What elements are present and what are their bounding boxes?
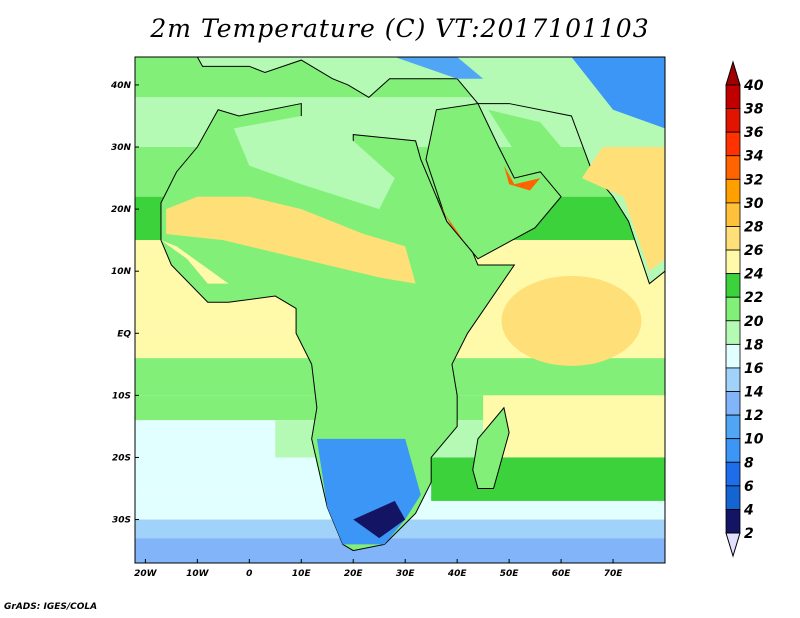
x-tick-label: 60E	[552, 569, 572, 579]
colorbar-swatch	[725, 155, 741, 180]
colorbar-label: 40	[743, 78, 764, 94]
y-tick-label: 10N	[111, 267, 132, 277]
y-tick-label: 10S	[112, 391, 131, 401]
colorbar-swatch	[725, 249, 741, 275]
colorbar-label: 16	[744, 361, 764, 377]
y-tick-label: EQ	[117, 329, 131, 339]
caucasus-cold	[394, 57, 484, 79]
colorbar-label: 36	[744, 125, 764, 141]
colorbar-label: 2	[744, 526, 754, 542]
colorbar-label: 26	[744, 243, 764, 259]
y-tick-label: 20S	[112, 453, 131, 463]
colorbar-swatch	[725, 485, 741, 510]
ocean-band	[483, 395, 665, 458]
colorbar-label: 22	[744, 290, 763, 306]
colorbar-label: 38	[744, 102, 764, 118]
y-tick-label: 40N	[110, 81, 132, 91]
himalaya-cold	[571, 57, 665, 129]
colorbar-label: 20	[744, 314, 764, 330]
colorbar-swatch	[725, 343, 741, 369]
x-axis-ticks: 20W 10W 0 10E 20E 30E 40E 50E 60E 70E	[134, 559, 623, 579]
y-tick-label: 20N	[111, 205, 132, 215]
colorbar-swatch	[725, 131, 741, 157]
colorbar-swatch	[725, 273, 741, 298]
x-tick-label: 0	[246, 569, 252, 579]
colorbar-swatch	[725, 438, 741, 463]
x-tick-label: 50E	[500, 569, 520, 579]
highveld-cold	[353, 500, 406, 539]
colorbar-label: 30	[744, 196, 764, 212]
colorbar-swatch	[725, 391, 741, 416]
y-tick-label: 30S	[112, 516, 131, 526]
colorbar-label: 28	[744, 219, 764, 235]
land-field	[160, 57, 665, 552]
sahel-warm	[166, 196, 416, 284]
colorbar: 40 38 36 34 32 30 28 26 24 22 20 18 16 14 12 10 8 6 4 2	[725, 60, 764, 558]
colorbar-label: 14	[744, 385, 763, 401]
x-tick-label: 40E	[447, 569, 468, 579]
colorbar-label: 6	[744, 479, 754, 495]
iran-plateau	[488, 109, 562, 160]
colorbar-swatch	[725, 84, 741, 109]
colorbar-label: 24	[744, 267, 763, 283]
warm-pool	[501, 275, 642, 366]
india-warm	[581, 147, 665, 272]
colorbar-swatch	[725, 226, 741, 251]
colorbar-label: 4	[743, 502, 754, 518]
colorbar-above-arrow	[725, 60, 741, 86]
map-field	[135, 57, 665, 563]
colorbar-swatch	[725, 320, 741, 345]
ocean-band	[135, 420, 276, 483]
colorbar-label: 10	[744, 432, 764, 448]
west-coast-warm	[160, 240, 229, 284]
colorbar-swatch	[725, 461, 741, 487]
colorbar-swatch	[725, 202, 741, 227]
colorbar-swatch	[725, 178, 741, 204]
y-axis-ticks: 40N 30N 20N 10N EQ 10S 20S 30S	[110, 81, 139, 526]
colorbar-swatch	[725, 296, 741, 322]
x-tick-label: 10W	[186, 569, 210, 579]
x-tick-label: 30E	[396, 569, 416, 579]
colorbar-label: 32	[744, 172, 763, 188]
colorbar-label: 18	[744, 337, 764, 353]
colorbar-below-arrow	[725, 532, 741, 558]
x-tick-label: 20E	[344, 569, 364, 579]
colorbar-swatch	[725, 414, 741, 440]
colorbar-label: 34	[744, 149, 763, 165]
x-tick-label: 70E	[604, 569, 624, 579]
map-frame	[134, 56, 666, 564]
sahara-north	[233, 115, 395, 210]
colorbar-swatch	[725, 509, 741, 534]
x-tick-label: 20W	[134, 569, 158, 579]
ocean-band	[135, 538, 665, 563]
colorbar-label: 8	[744, 455, 754, 471]
y-tick-label: 30N	[111, 143, 132, 153]
madagascar-land	[472, 406, 510, 489]
colorbar-swatch	[725, 108, 741, 133]
ocean-band	[431, 457, 665, 501]
map-title: 2m Temperature (C) VT:2017101103	[150, 14, 650, 43]
gulf-hot	[503, 165, 541, 191]
colorbar-label: 12	[744, 408, 763, 424]
x-tick-label: 10E	[292, 569, 312, 579]
colorbar-swatch	[725, 367, 741, 392]
grads-credit: GrADS: IGES/COLA	[4, 602, 98, 612]
